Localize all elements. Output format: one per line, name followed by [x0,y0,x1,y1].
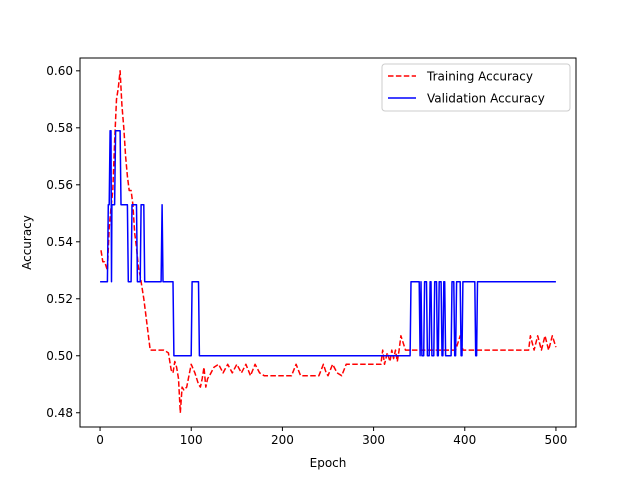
validation-accuracy-line [100,129,556,357]
x-tick-label: 200 [271,433,294,447]
training-accuracy-line [100,70,557,414]
x-tick-label: 0 [96,433,104,447]
y-tick-label: 0.50 [46,349,73,363]
axes-frame [79,57,577,428]
legend-label-validation: Validation Accuracy [427,92,545,106]
x-axis-label: Epoch [310,456,347,470]
y-tick-label: 0.48 [46,406,73,420]
legend-label-training: Training Accuracy [426,70,533,84]
y-tick-label: 0.56 [46,178,73,192]
y-tick-label: 0.52 [46,292,73,306]
y-tick-label: 0.54 [46,235,73,249]
y-axis-ticks: 0.48 0.50 0.52 0.54 0.56 0.58 0.60 [46,64,80,420]
y-tick-label: 0.60 [46,64,73,78]
series-layer [100,70,557,414]
x-tick-label: 300 [362,433,385,447]
legend: Training Accuracy Validation Accuracy [381,63,571,112]
y-axis-label: Accuracy [20,215,34,270]
y-tick-label: 0.58 [46,121,73,135]
x-tick-label: 400 [453,433,476,447]
legend-box [381,63,571,112]
x-tick-label: 100 [180,433,203,447]
x-axis-ticks: 0 100 200 300 400 500 [96,427,567,447]
x-tick-label: 500 [544,433,567,447]
